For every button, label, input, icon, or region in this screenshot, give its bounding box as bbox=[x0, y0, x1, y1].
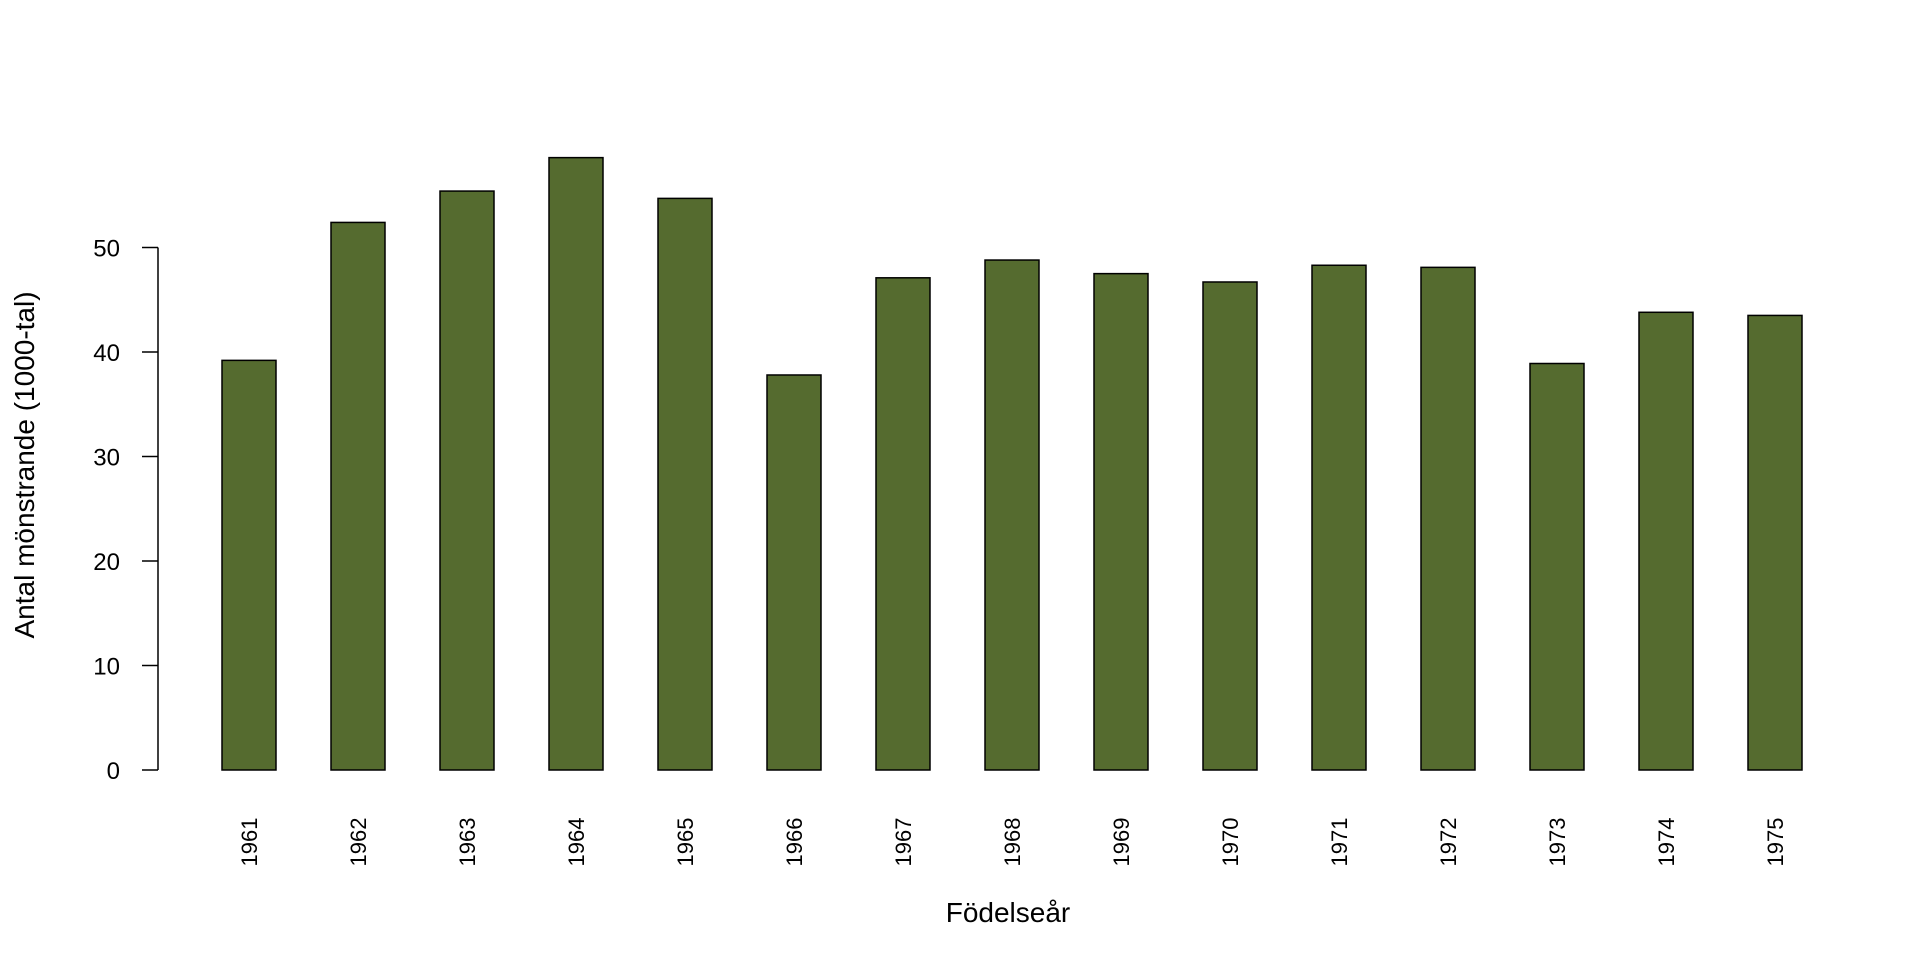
x-axis-labels: 1961 1962 1963 1964 1965 1966 1967 1968 1969 1970… bbox=[237, 818, 1788, 867]
x-tick-label-1965: 1965 bbox=[673, 818, 698, 867]
y-tick-label-50: 50 bbox=[93, 236, 120, 263]
y-tick-label-40: 40 bbox=[93, 340, 120, 367]
y-axis: 0 10 20 30 40 50 bbox=[93, 236, 159, 785]
x-tick-label-1969: 1969 bbox=[1109, 818, 1134, 867]
bar-1973 bbox=[1529, 362, 1585, 771]
bar-1975 bbox=[1747, 314, 1803, 771]
x-tick-label-1975: 1975 bbox=[1763, 818, 1788, 867]
bar-1974 bbox=[1638, 311, 1694, 771]
bar-1968 bbox=[984, 259, 1040, 771]
x-tick-label-1970: 1970 bbox=[1218, 818, 1243, 867]
bar-1969 bbox=[1093, 272, 1149, 771]
x-tick-label-1972: 1972 bbox=[1436, 818, 1461, 867]
y-tick-label-10: 10 bbox=[93, 654, 120, 681]
x-tick-label-1962: 1962 bbox=[346, 818, 371, 867]
bar-1966 bbox=[766, 374, 822, 771]
y-tick-label-20: 20 bbox=[93, 549, 120, 576]
y-axis-title: Antal mönstrande (1000-tal) bbox=[9, 291, 40, 638]
bar-1965 bbox=[657, 197, 713, 771]
x-tick-label-1961: 1961 bbox=[237, 818, 262, 867]
bar-1967 bbox=[875, 277, 931, 771]
bar-1962 bbox=[330, 221, 386, 771]
x-tick-label-1968: 1968 bbox=[1000, 818, 1025, 867]
bar-1971 bbox=[1311, 264, 1367, 771]
x-tick-label-1966: 1966 bbox=[782, 818, 807, 867]
bar-1970 bbox=[1202, 281, 1258, 771]
y-tick-label-30: 30 bbox=[93, 445, 120, 472]
x-axis-title: Födelseår bbox=[946, 897, 1071, 928]
bar-1972 bbox=[1420, 266, 1476, 771]
x-tick-label-1974: 1974 bbox=[1654, 818, 1679, 867]
bars-group bbox=[221, 156, 1803, 771]
x-tick-label-1973: 1973 bbox=[1545, 818, 1570, 867]
bar-1964 bbox=[548, 156, 604, 771]
bar-1961 bbox=[221, 359, 277, 771]
x-tick-label-1971: 1971 bbox=[1327, 818, 1352, 867]
bar-1963 bbox=[439, 190, 495, 771]
x-tick-label-1964: 1964 bbox=[564, 818, 589, 867]
x-tick-label-1963: 1963 bbox=[455, 818, 480, 867]
y-tick-label-0: 0 bbox=[107, 758, 120, 785]
x-tick-label-1967: 1967 bbox=[891, 818, 916, 867]
